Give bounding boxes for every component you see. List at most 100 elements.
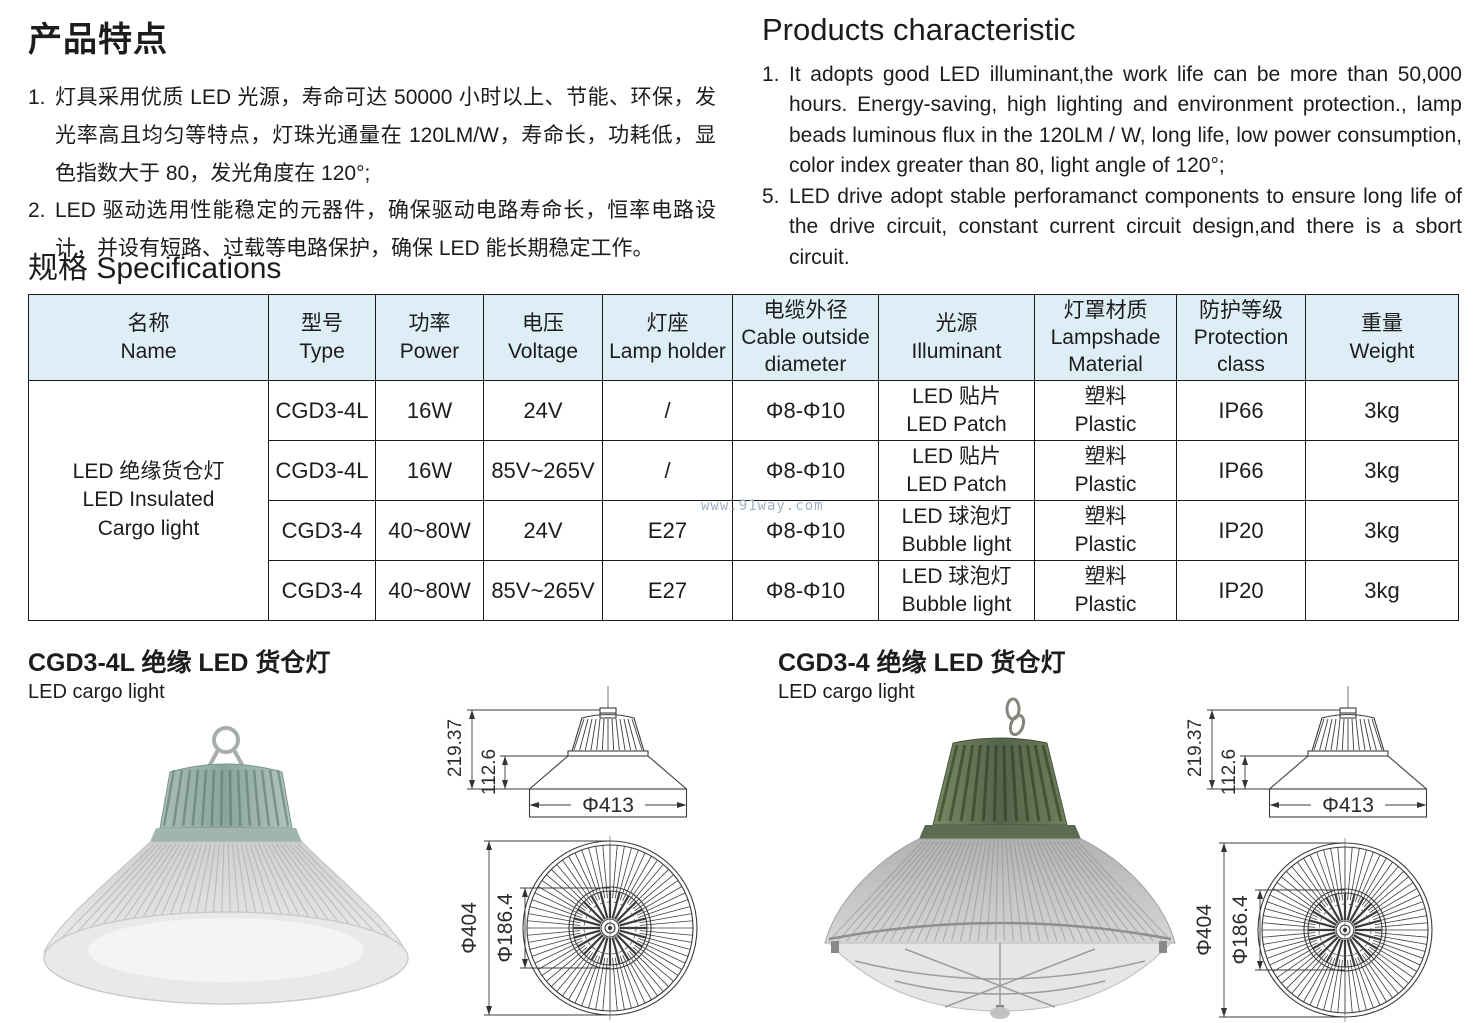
dim-base-diameter-label: Φ413 (582, 794, 634, 817)
item-number: 1. (28, 86, 46, 109)
cell-holder: / (602, 440, 733, 501)
col-header-cable-diameter: 电缆外径 Cable outside diameter (732, 294, 879, 381)
cell-line: LED 球泡灯 (901, 565, 1012, 589)
spec-section-title: 规格 Specifications (28, 252, 282, 285)
dim-total-height-label: 219.37 (445, 719, 466, 777)
cell-protection: IP20 (1176, 500, 1306, 561)
cell-line: 塑料 (1084, 565, 1127, 589)
header-cn: 光源 (935, 312, 978, 336)
product-name-cell: LED 绝缘货仓灯 LED Insulated Cargo light (28, 380, 269, 621)
cell-illuminant: LED 球泡灯 Bubble light (878, 560, 1035, 621)
cell-line: LED Patch (906, 412, 1007, 436)
dome-band (828, 921, 1172, 941)
dim-inner-diameter-label: Φ186.4 (494, 893, 517, 963)
features-en-item-5: 5. LED drive adopt stable perforamanct c… (762, 182, 1462, 273)
product-1-bottom-drawing: Φ404 Φ186.4 (1193, 838, 1433, 1022)
product-0-side-drawing: 219.37 112.6 Φ413 (445, 686, 688, 818)
cell-line: LED 贴片 (912, 445, 1001, 469)
cell-line: Plastic (1074, 412, 1137, 436)
col-header-lamp-holder: 灯座 Lamp holder (602, 294, 733, 381)
spec-header-row: 名称 Name 型号 Type 功率 Power 电压 Voltage 灯座 Lamp h… (28, 294, 1459, 381)
cell-lampshade: 塑料 Plastic (1034, 380, 1177, 441)
name-line: LED Insulated (82, 488, 215, 512)
header-cn: 灯座 (646, 312, 689, 336)
item-number: 1. (762, 63, 780, 86)
cell-line: 塑料 (1084, 445, 1127, 469)
item-number: 5. (762, 184, 780, 208)
table-row: CGD3-4 40~80W 24V E27 Φ8-Φ10 LED 球泡灯 Bubb… (29, 500, 1459, 561)
cell-line: LED 贴片 (912, 385, 1001, 409)
col-header-name: 名称 Name (28, 294, 269, 381)
col-header-protection: 防护等级 Protection class (1176, 294, 1306, 381)
cell-lampshade: 塑料 Plastic (1034, 440, 1177, 501)
cell-power: 16W (375, 380, 484, 441)
item-number: 2. (28, 199, 46, 223)
col-header-type: 型号 Type (268, 294, 376, 381)
spec-table: 名称 Name 型号 Type 功率 Power 电压 Voltage 灯座 Lamp h… (28, 294, 1459, 621)
header-en: Type (299, 339, 345, 363)
heatsink-fins (937, 744, 1063, 822)
header-cn: 防护等级 (1199, 298, 1283, 322)
product-0-title: CGD3-4L 绝缘 LED 货仓灯 (28, 649, 331, 677)
col-header-voltage: 电压 Voltage (483, 294, 603, 381)
header-cn: 灯罩材质 (1063, 298, 1148, 322)
features-en-section: Products characteristic 1. It adopts goo… (762, 12, 1462, 273)
header-en: Illuminant (911, 339, 1002, 363)
header-en: Power (399, 339, 460, 363)
collar-band (150, 828, 302, 842)
cell-cable: Φ8-Φ10 (732, 560, 879, 621)
header-en: Lampshade Material (1050, 325, 1161, 377)
features-cn-item-1: 1. 灯具采用优质 LED 光源，寿命可达 50000 小时以上、节能、环保，发… (28, 79, 716, 192)
dim-outer-diameter-label: Φ404 (1193, 904, 1216, 956)
cell-power: 16W (375, 440, 484, 501)
header-en: Voltage (507, 339, 579, 363)
dim-base-diameter-label: Φ413 (1322, 794, 1374, 817)
table-row: CGD3-4 40~80W 85V~265V E27 Φ8-Φ10 LED 球泡… (29, 560, 1459, 621)
header-en: Cable outside diameter (741, 325, 870, 377)
features-en-item-1: 1. It adopts good LED illuminant,the wor… (762, 60, 1462, 182)
item-text: LED 驱动选用性能稳定的元器件，确保驱动电路寿命长，恒率电路设计，并设有短路、… (55, 199, 716, 261)
header-en: Lamp holder (609, 339, 726, 363)
cell-lampshade: 塑料 Plastic (1034, 500, 1177, 561)
cell-line: 塑料 (1084, 385, 1127, 409)
product-0-heading: CGD3-4L 绝缘 LED 货仓灯 LED cargo light (28, 643, 330, 704)
cell-cable: Φ8-Φ10 (732, 440, 879, 501)
prismatic-dome (824, 838, 1176, 944)
collar-band (919, 825, 1081, 839)
cell-cable: Φ8-Φ10 (732, 500, 879, 561)
cell-type: CGD3-4L (268, 380, 376, 441)
cell-holder: / (602, 380, 733, 441)
cell-type: CGD3-4L (268, 440, 376, 501)
col-header-illuminant: 光源 Illuminant (878, 294, 1035, 381)
name-line: Cargo light (97, 516, 200, 540)
col-header-weight: 重量 Weight (1305, 294, 1459, 381)
header-en: Name (120, 339, 177, 363)
item-text: It adopts good LED illuminant,the work l… (789, 63, 1462, 178)
cell-illuminant: LED 球泡灯 Bubble light (878, 500, 1035, 561)
cell-weight: 3kg (1305, 560, 1459, 621)
cell-protection: IP66 (1176, 440, 1306, 501)
cell-weight: 3kg (1305, 440, 1459, 501)
header-cn: 电压 (522, 312, 564, 336)
heatsink-fins (162, 769, 290, 827)
spec-section-title-wrap: 规格 Specifications (28, 243, 281, 287)
item-text: 灯具采用优质 LED 光源，寿命可达 50000 小时以上、节能、环保，发光率高… (55, 86, 716, 185)
cell-line: Bubble light (901, 592, 1012, 616)
header-en: Weight (1349, 339, 1415, 363)
guard-wires (854, 943, 1146, 1011)
heatsink-body (159, 763, 293, 829)
cell-line: Plastic (1074, 592, 1137, 616)
col-header-lampshade: 灯罩材质 Lampshade Material (1034, 294, 1177, 381)
product-1-side-drawing: 219.37 112.6 Φ413 (1185, 686, 1428, 818)
cell-type: CGD3-4 (268, 500, 376, 561)
cell-line: 塑料 (1084, 505, 1127, 529)
dim-total-height-label: 219.37 (1185, 719, 1206, 777)
cell-protection: IP66 (1176, 380, 1306, 441)
bottom-bolt (990, 1007, 1010, 1019)
heatsink-body (932, 737, 1068, 826)
chain-icon (1005, 697, 1026, 737)
cell-power: 40~80W (375, 560, 484, 621)
cell-protection: IP20 (1176, 560, 1306, 621)
header-en: Protection class (1193, 325, 1289, 377)
